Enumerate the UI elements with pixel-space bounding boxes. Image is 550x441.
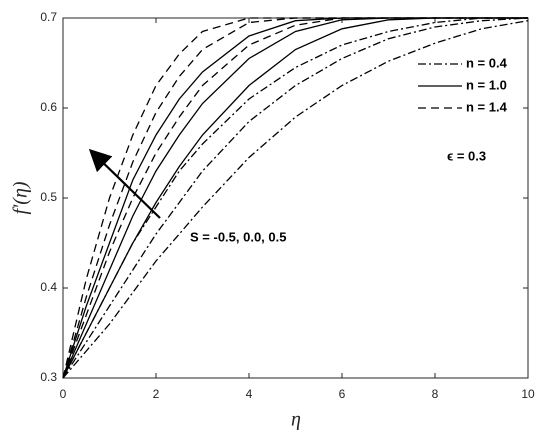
x-tick-label: 10 <box>521 387 535 401</box>
x-tick-label: 4 <box>246 387 253 401</box>
line <box>62 17 528 379</box>
y-tick-label: 0.4 <box>40 280 57 294</box>
legend-label: n = 0.4 <box>466 55 508 70</box>
annotation: S = -0.5, 0.0, 0.5 <box>190 229 286 244</box>
line <box>62 17 528 379</box>
line <box>62 17 528 379</box>
legend-label: n = 1.4 <box>466 99 508 114</box>
y-tick-label: 0.5 <box>40 190 57 204</box>
y-tick-label: 0.3 <box>40 370 57 384</box>
legend-label: n = 1.0 <box>466 77 507 92</box>
plot-frame <box>62 17 529 379</box>
y-axis-label: f'(η) <box>10 181 32 214</box>
line <box>62 17 528 379</box>
x-tick-label: 0 <box>60 387 67 401</box>
y-tick-label: 0.7 <box>40 10 57 24</box>
line <box>62 20 529 379</box>
x-tick-label: 8 <box>432 387 439 401</box>
line <box>62 17 529 379</box>
line <box>62 17 528 379</box>
arrow <box>88 148 161 219</box>
line <box>62 17 528 379</box>
x-tick-label: 6 <box>339 387 346 401</box>
y-tick-label: 0.6 <box>40 100 57 114</box>
annotation: ϵ = 0.3 <box>447 148 486 163</box>
x-axis-label: η <box>291 409 301 431</box>
x-tick-label: 2 <box>153 387 160 401</box>
line <box>62 17 528 379</box>
